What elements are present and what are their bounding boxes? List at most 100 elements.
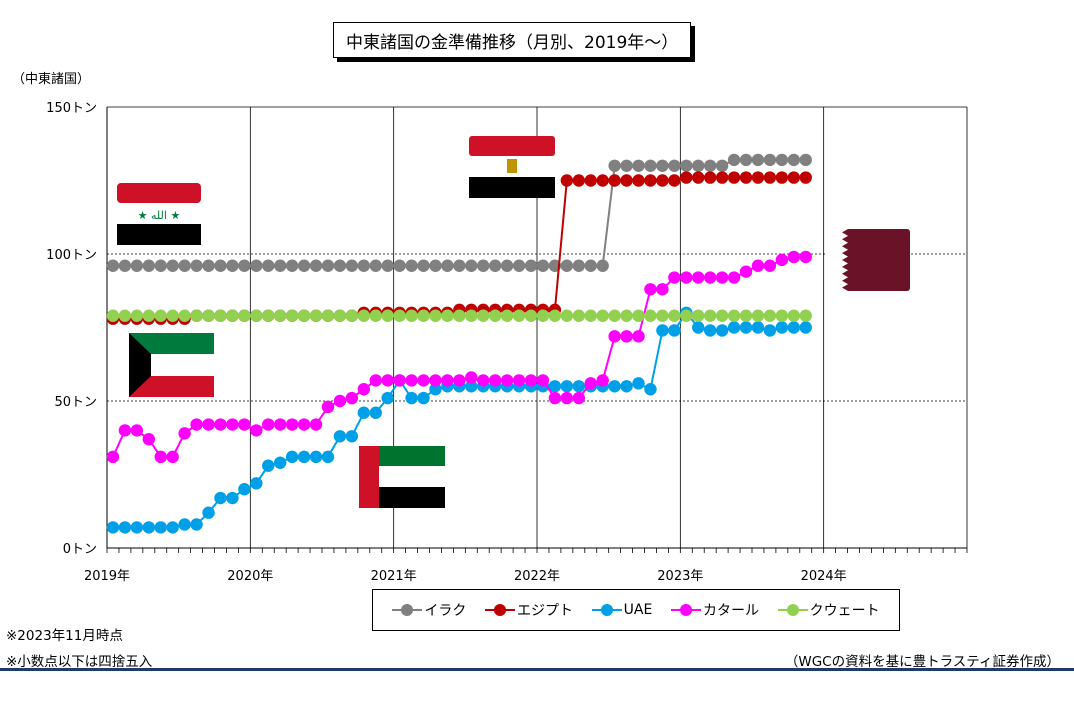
bottom-rule [0,668,1074,671]
data-point-qatar [608,330,621,343]
data-point-uae [715,324,729,337]
legend-label-kuwait: クウェート [809,603,880,619]
data-point-uae [560,380,574,393]
data-point-iraq [680,159,693,172]
data-point-uae [572,380,586,393]
data-point-uae [787,321,801,334]
data-point-qatar [190,418,203,431]
legend-label-iraq: イラク [424,603,467,619]
data-point-qatar [656,283,669,296]
data-point-qatar [214,418,227,431]
data-point-kuwait [369,309,382,322]
data-point-iraq [369,259,382,272]
data-point-kuwait [751,309,765,322]
data-point-egypt [799,171,812,184]
data-point-iraq [357,259,371,272]
y-tick-label: 150トン [46,101,97,116]
data-point-iraq [130,259,144,272]
data-point-iraq [106,259,120,272]
data-point-uae [644,383,657,396]
data-point-iraq [703,159,717,172]
legend-item-qatar: カタール [670,600,759,620]
data-point-iraq [190,259,203,272]
data-point-qatar [285,418,299,431]
data-point-qatar [441,374,454,387]
data-point-qatar [715,271,729,284]
data-point-qatar [309,418,323,431]
data-point-kuwait [715,309,729,322]
data-point-qatar [632,330,645,343]
data-point-egypt [739,171,753,184]
data-point-iraq [297,259,311,272]
data-point-qatar [405,374,418,387]
data-point-iraq [142,259,156,272]
data-point-egypt [584,174,597,187]
data-point-kuwait [668,309,681,322]
data-point-qatar [226,418,239,431]
data-point-qatar [202,418,215,431]
data-point-uae [799,321,812,334]
data-point-iraq [739,153,753,167]
data-point-uae [214,491,227,505]
data-point-kuwait [500,309,514,322]
data-point-qatar [572,391,586,405]
data-point-uae [692,321,705,334]
data-point-kuwait [250,309,263,322]
data-point-kuwait [548,309,562,322]
data-point-qatar [321,400,335,414]
x-tick-label: 2020年 [227,569,273,584]
data-point-uae [190,518,203,531]
data-point-kuwait [572,309,586,322]
data-point-kuwait [441,309,454,322]
data-point-uae [262,459,275,472]
data-point-egypt [787,171,801,184]
series-line-egypt [112,176,806,320]
data-point-qatar [154,450,167,464]
data-point-qatar [751,259,765,272]
data-point-iraq [560,259,574,272]
data-point-qatar [548,391,562,405]
data-point-uae [369,406,382,419]
data-point-qatar [620,330,633,343]
data-point-kuwait [488,309,502,322]
series-kuwait [106,309,812,322]
x-tick-label: 2019年 [84,569,130,584]
data-point-iraq [321,259,335,272]
data-point-kuwait [190,309,203,322]
data-point-kuwait [333,309,347,322]
data-point-iraq [477,259,490,272]
data-point-kuwait [178,309,191,322]
iraq-flag-icon: ★ الله ★ [117,183,201,245]
data-point-iraq [799,153,812,167]
legend-item-egypt: エジプト [484,600,573,620]
data-point-uae [632,377,645,390]
legend-item-uae: UAE [591,602,652,618]
data-point-iraq [787,153,801,167]
data-point-uae [656,324,669,337]
data-point-uae [142,521,156,534]
data-point-qatar [381,374,394,387]
data-point-qatar [680,271,693,284]
data-point-kuwait [357,309,371,322]
data-point-qatar [488,374,502,387]
data-point-iraq [488,259,502,272]
data-point-kuwait [644,309,657,322]
data-point-qatar [393,374,406,387]
data-point-kuwait [692,309,705,322]
data-point-qatar [178,427,191,440]
data-point-iraq [309,259,323,272]
egypt-flag-icon [469,136,555,198]
data-point-kuwait [477,309,490,322]
data-point-egypt [644,174,657,187]
data-point-uae [297,450,311,464]
data-point-egypt [715,171,729,184]
data-point-kuwait [345,309,359,322]
data-point-iraq [429,259,442,272]
data-point-kuwait [262,309,275,322]
data-point-qatar [536,374,550,387]
data-point-kuwait [214,309,227,322]
data-point-iraq [393,259,406,272]
data-point-qatar [668,271,681,284]
data-point-qatar [512,374,526,387]
data-point-egypt [775,171,789,184]
